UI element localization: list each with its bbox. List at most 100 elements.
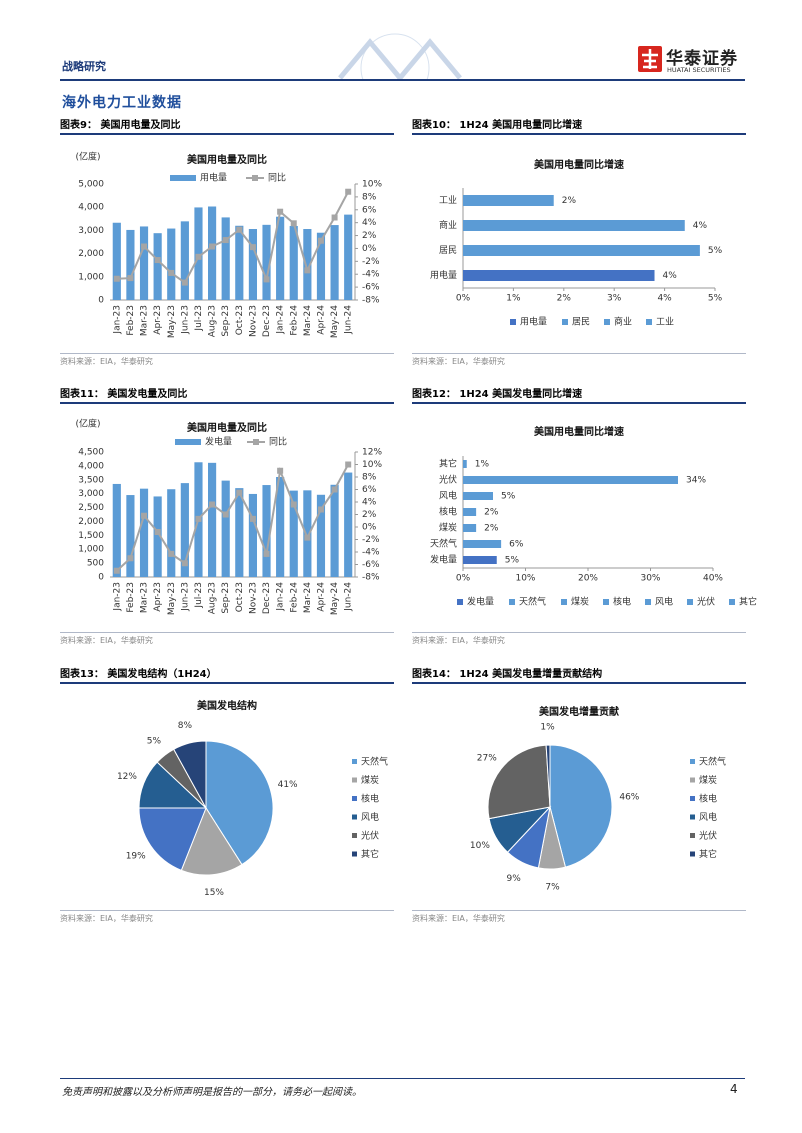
x-tick-label: 5% xyxy=(708,294,723,304)
y2-tick-label: -2% xyxy=(362,257,380,267)
line-marker xyxy=(304,534,311,541)
x-tick-label: Jan-23 xyxy=(112,305,122,335)
value-label: 15% xyxy=(204,888,224,898)
line-marker xyxy=(209,501,216,508)
line-marker xyxy=(345,461,352,468)
source-note: 资料来源：EIA，华泰研究 xyxy=(412,636,505,645)
x-tick-label: Mar-23 xyxy=(140,582,150,613)
logo-text-en: HUATAI SECURITIES xyxy=(667,66,731,74)
y-tick-label: 4,000 xyxy=(78,203,104,213)
y2-tick-label: -4% xyxy=(362,270,380,280)
bar xyxy=(289,490,298,577)
legend-swatch xyxy=(352,833,357,838)
chart: 美国发电增量贡献 46% 天然气 7% 煤炭 9% 核电 10% 风电 27% 光伏 1% 其它 xyxy=(470,705,726,892)
value-label: 46% xyxy=(619,792,639,802)
source-note: 资料来源：EIA，华泰研究 xyxy=(412,357,505,366)
bar xyxy=(316,232,326,300)
chart: 美国发电结构 41% 天然气 15% 煤炭 19% 核电 12% 风电 5% 光伏 8% 其它 xyxy=(117,699,388,898)
legend-label: 发电量 xyxy=(205,436,232,448)
line-marker xyxy=(181,560,188,567)
value-label: 1% xyxy=(540,723,555,733)
bar xyxy=(180,483,189,577)
header-rule xyxy=(60,79,745,81)
line-marker xyxy=(127,275,134,282)
legend-swatch xyxy=(687,599,693,605)
source-rule xyxy=(412,910,746,911)
disclaimer: 免责声明和披露以及分析师声明是报告的一部分，请务必一起阅读。 xyxy=(62,1087,362,1098)
legend-label: 用电量 xyxy=(200,172,227,184)
x-tick-label: Sep-23 xyxy=(221,305,231,337)
y2-tick-label: 8% xyxy=(362,473,377,483)
value-label: 5% xyxy=(505,556,520,566)
bar xyxy=(262,485,271,577)
x-tick-label: 30% xyxy=(640,574,660,584)
x-tick-label: Jan-23 xyxy=(112,582,122,612)
chart: 美国用电量及同比 0 500 1,000 1,500 2,000 2,500 3,000 3,5… xyxy=(75,418,382,616)
line-marker xyxy=(154,529,161,535)
bar xyxy=(235,225,244,300)
category-label: 光伏 xyxy=(439,474,457,486)
legend-label: 煤炭 xyxy=(571,596,589,608)
caption-rule xyxy=(412,682,746,684)
figure-caption: 图表14： 1H24 美国发电量增量贡献结构 xyxy=(412,669,603,680)
y2-tick-label: 6% xyxy=(362,205,377,215)
bar xyxy=(167,228,176,300)
x-tick-label: Mar-24 xyxy=(303,305,313,336)
line-marker xyxy=(127,555,134,562)
bar xyxy=(153,233,162,300)
y2-tick-label: 8% xyxy=(362,192,377,202)
value-label: 12% xyxy=(117,772,137,782)
legend-swatch xyxy=(646,319,652,325)
legend-label: 煤炭 xyxy=(699,774,717,786)
chart-title: 美国用电量同比增速 xyxy=(534,158,624,171)
x-tick-label: 20% xyxy=(578,574,598,584)
pie-slice xyxy=(549,744,613,868)
bar xyxy=(463,220,685,231)
value-label: 5% xyxy=(147,736,162,746)
legend-label: 用电量 xyxy=(520,316,547,328)
caption-rule xyxy=(60,402,394,404)
category-label: 其它 xyxy=(439,458,457,470)
value-label: 10% xyxy=(470,841,490,851)
legend-label: 发电量 xyxy=(467,596,494,608)
category-label: 核电 xyxy=(439,506,457,518)
legend-swatch xyxy=(170,175,196,181)
chart-title: 美国用电量及同比 xyxy=(187,153,267,166)
y2-tick-label: 12% xyxy=(362,448,382,458)
legend-swatch xyxy=(509,599,515,605)
line-marker xyxy=(236,226,243,233)
line-marker xyxy=(195,515,202,522)
legend-swatch xyxy=(690,796,695,801)
category-label: 居民 xyxy=(439,245,457,256)
legend-swatch xyxy=(562,319,568,325)
category-label: 天然气 xyxy=(430,538,457,550)
legend-label: 天然气 xyxy=(519,596,546,608)
figure-caption: 图表13： 美国发电结构（1H24） xyxy=(60,669,217,680)
bar xyxy=(463,460,467,468)
y2-tick-label: -8% xyxy=(362,296,380,306)
x-tick-label: Oct-23 xyxy=(235,582,245,612)
y2-tick-label: 0% xyxy=(362,244,377,254)
bar xyxy=(153,496,162,577)
x-tick-label: Nov-23 xyxy=(248,305,258,337)
figure-caption: 图表12： 1H24 美国发电量同比增速 xyxy=(412,389,583,400)
series-line xyxy=(116,464,350,572)
line-marker xyxy=(331,214,338,221)
series-line xyxy=(116,191,350,285)
chart-title: 美国用电量及同比 xyxy=(187,421,267,434)
legend-label: 核电 xyxy=(699,793,717,805)
source-note: 资料来源：EIA，华泰研究 xyxy=(412,914,505,923)
x-tick-label: Mar-24 xyxy=(303,582,313,613)
bar xyxy=(463,270,655,281)
x-tick-label: Jan-24 xyxy=(276,305,286,335)
x-tick-label: 3% xyxy=(607,294,622,304)
y-tick-label: 2,500 xyxy=(78,503,104,513)
value-label: 27% xyxy=(477,753,497,763)
page-number: 4 xyxy=(730,1082,738,1096)
footer-rule xyxy=(60,1078,745,1079)
chart: 美国用电量同比增速 0% 10% 20% 30% 40% 其它 1% 光伏 34% 风电 5% 核电 2%… xyxy=(430,425,757,608)
pie-slice xyxy=(173,740,207,809)
y-axis-label: (亿度) xyxy=(75,418,100,430)
bar xyxy=(248,229,257,300)
chart: 美国用电量及同比 0 1,000 2,000 3,000 4,000 5,000 -8% -6%… xyxy=(75,151,382,339)
